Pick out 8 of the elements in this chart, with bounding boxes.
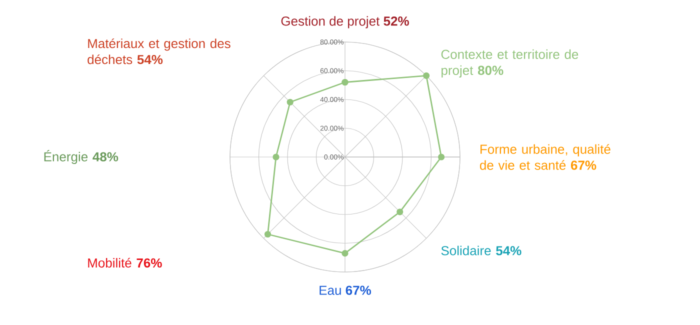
spoke-label: Eau 67% [320,286,372,295]
spoke-label: Matériaux et gestion des déchets 54% [88,38,230,64]
spoke-label: Solidaire 54% [441,246,522,256]
spoke-label: Gestion de projet 52% [281,16,409,28]
spoke-label: Contexte et territoire de projet 80% [441,49,578,78]
spoke-label: Mobilité 76% [88,258,162,268]
spoke-label: Énergie 48% [44,150,118,164]
spoke-label: Forme urbaine, qualité de vie et santé 67% [480,144,610,170]
